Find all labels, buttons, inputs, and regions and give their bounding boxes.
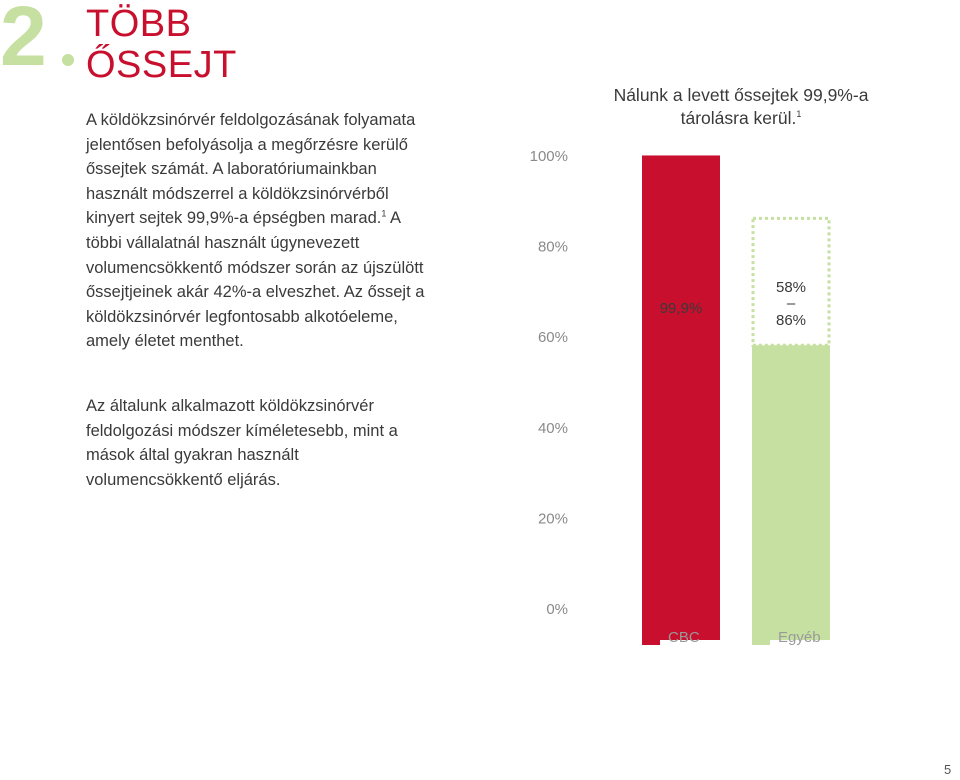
y-tick-label: 100% xyxy=(530,148,568,165)
y-tick-label: 0% xyxy=(546,601,568,618)
bar-egyeb-range xyxy=(751,216,831,347)
bar-cbc xyxy=(642,155,720,640)
section-number: 2 xyxy=(0,0,47,83)
method-paragraph: Az általunk alkalmazott köldökzsinórvér … xyxy=(86,397,398,489)
legend-label-cbc: CBC xyxy=(668,629,700,646)
intro-text-a: A köldökzsinórvér feldolgozásának folyam… xyxy=(86,111,416,228)
footnote-ref: 1 xyxy=(381,208,387,219)
legend-label-egyeb: Egyéb xyxy=(778,629,821,646)
y-tick-label: 40% xyxy=(538,420,568,437)
chart-title-text: Nálunk a levett őssejtek 99,9%-a tárolás… xyxy=(613,85,869,128)
chart-title: Nálunk a levett őssejtek 99,9%-a tárolás… xyxy=(596,84,886,130)
title-line-1: TÖBB xyxy=(86,3,192,45)
bar-egyeb-solid xyxy=(752,345,830,640)
intro-text-b: A többi vállalatnál használt úgynevezett… xyxy=(86,209,425,351)
bar-egyeb-label-top: 58% xyxy=(776,279,806,296)
legend-swatch-egyeb xyxy=(752,627,770,645)
title-line-2: ŐSSEJT xyxy=(86,44,237,86)
section-title: TÖBB ŐSSEJT xyxy=(86,4,237,86)
y-tick-label: 20% xyxy=(538,510,568,527)
bar-cbc-label: 99,9% xyxy=(660,300,703,317)
legend-swatch-cbc xyxy=(642,627,660,645)
page-number: 5 xyxy=(944,762,952,777)
bar-egyeb-label-dash: – xyxy=(787,295,796,312)
section-number-dot xyxy=(62,54,74,66)
bar-egyeb-label-bottom: 86% xyxy=(776,312,806,329)
intro-paragraph: A köldökzsinórvér feldolgozásának folyam… xyxy=(86,108,431,354)
y-tick-label: 80% xyxy=(538,239,568,256)
chart-title-footnote: 1 xyxy=(796,109,802,120)
y-tick-label: 60% xyxy=(538,329,568,346)
